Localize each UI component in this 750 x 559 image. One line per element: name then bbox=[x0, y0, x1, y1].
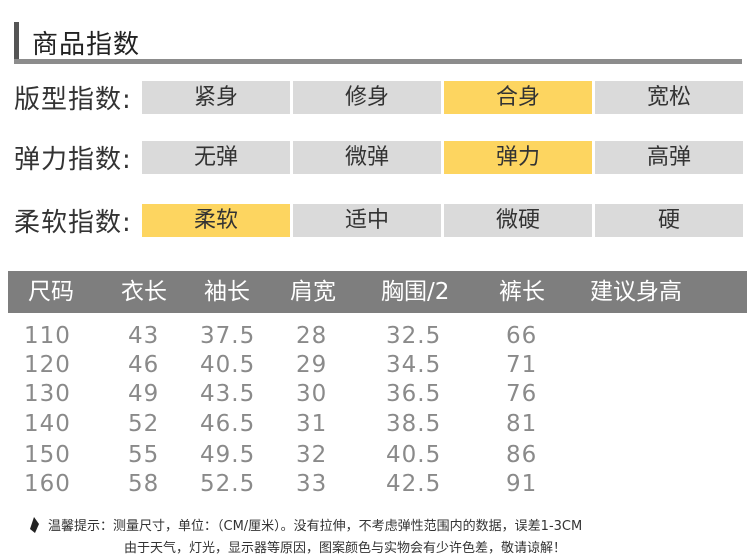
cell-sleeve: 52.5 bbox=[200, 471, 256, 497]
cell-shoulder: 32 bbox=[296, 442, 328, 468]
index-option: 无弹 bbox=[142, 141, 290, 174]
cell-sleeve: 49.5 bbox=[200, 442, 256, 468]
cell-pants-length: 91 bbox=[506, 471, 538, 497]
index-option: 宽松 bbox=[595, 81, 743, 114]
cell-sleeve: 40.5 bbox=[200, 352, 256, 378]
index-option: 硬 bbox=[595, 204, 743, 237]
table-row: 140 52 46.5 31 38.5 81 bbox=[0, 411, 750, 439]
cell-length: 43 bbox=[128, 323, 160, 349]
cell-shoulder: 30 bbox=[296, 381, 328, 407]
size-table-header: 尺码 衣长 袖长 肩宽 胸围/2 裤长 建议身高 bbox=[8, 271, 747, 313]
cell-length: 46 bbox=[128, 352, 160, 378]
header-suggested-height: 建议身高 bbox=[590, 279, 682, 305]
note-line-2: 由于天气，灯光，显示器等原因，图案颜色与实物会有少许色差，敬请谅解！ bbox=[124, 541, 567, 556]
pen-nib-icon bbox=[30, 517, 39, 533]
cell-length: 52 bbox=[128, 411, 160, 437]
cell-size: 130 bbox=[24, 381, 71, 407]
index-option-selected: 合身 bbox=[444, 81, 592, 114]
index-option-selected: 弹力 bbox=[444, 141, 592, 174]
cell-shoulder: 28 bbox=[296, 323, 328, 349]
cell-chest: 36.5 bbox=[386, 381, 442, 407]
index-option: 适中 bbox=[293, 204, 441, 237]
index-label: 弹力指数: bbox=[14, 145, 132, 175]
title-accent-bar bbox=[14, 22, 19, 60]
elasticity-index-row: 弹力指数: 无弹 微弹 弹力 高弹 bbox=[14, 141, 749, 175]
cell-size: 160 bbox=[24, 471, 71, 497]
cell-pants-length: 86 bbox=[506, 442, 538, 468]
index-option: 紧身 bbox=[142, 81, 290, 114]
table-row: 110 43 37.5 28 32.5 66 bbox=[0, 323, 750, 351]
index-option: 修身 bbox=[293, 81, 441, 114]
cell-size: 110 bbox=[24, 323, 71, 349]
index-label: 版型指数: bbox=[14, 85, 132, 115]
cell-chest: 42.5 bbox=[386, 471, 442, 497]
cell-chest: 34.5 bbox=[386, 352, 442, 378]
cell-chest: 38.5 bbox=[386, 411, 442, 437]
cell-sleeve: 43.5 bbox=[200, 381, 256, 407]
cell-shoulder: 31 bbox=[296, 411, 328, 437]
note-line-1: 温馨提示：测量尺寸，单位：（CM/厘米）。没有拉伸，不考虑弹性范围内的数据，误差… bbox=[48, 519, 583, 534]
cell-pants-length: 71 bbox=[506, 352, 538, 378]
title-underline bbox=[14, 59, 742, 64]
header-length: 衣长 bbox=[121, 279, 167, 305]
softness-index-row: 柔软指数: 柔软 适中 微硬 硬 bbox=[14, 204, 749, 238]
cell-length: 49 bbox=[128, 381, 160, 407]
table-row: 130 49 43.5 30 36.5 76 bbox=[0, 381, 750, 409]
cell-pants-length: 66 bbox=[506, 323, 538, 349]
cell-shoulder: 29 bbox=[296, 352, 328, 378]
header-size: 尺码 bbox=[28, 279, 74, 305]
index-option: 微硬 bbox=[444, 204, 592, 237]
cell-chest: 32.5 bbox=[386, 323, 442, 349]
table-row: 120 46 40.5 29 34.5 71 bbox=[0, 352, 750, 380]
cell-sleeve: 46.5 bbox=[200, 411, 256, 437]
header-sleeve: 袖长 bbox=[204, 279, 250, 305]
cell-shoulder: 33 bbox=[296, 471, 328, 497]
index-option: 微弹 bbox=[293, 141, 441, 174]
index-label: 柔软指数: bbox=[14, 208, 132, 238]
cell-pants-length: 81 bbox=[506, 411, 538, 437]
cell-size: 120 bbox=[24, 352, 71, 378]
fit-index-row: 版型指数: 紧身 修身 合身 宽松 bbox=[14, 81, 749, 115]
cell-size: 150 bbox=[24, 442, 71, 468]
table-row: 150 55 49.5 32 40.5 86 bbox=[0, 442, 750, 470]
page-title: 商品指数 bbox=[32, 30, 141, 60]
index-option: 高弹 bbox=[595, 141, 743, 174]
table-row: 160 58 52.5 33 42.5 91 bbox=[0, 471, 750, 499]
cell-sleeve: 37.5 bbox=[200, 323, 256, 349]
section-title-bar: 商品指数 bbox=[14, 22, 742, 64]
cell-length: 58 bbox=[128, 471, 160, 497]
header-shoulder: 肩宽 bbox=[290, 279, 336, 305]
header-pants-length: 裤长 bbox=[499, 279, 545, 305]
index-option-selected: 柔软 bbox=[142, 204, 290, 237]
header-chest: 胸围/2 bbox=[381, 279, 450, 305]
cell-size: 140 bbox=[24, 411, 71, 437]
cell-pants-length: 76 bbox=[506, 381, 538, 407]
cell-chest: 40.5 bbox=[386, 442, 442, 468]
cell-length: 55 bbox=[128, 442, 160, 468]
